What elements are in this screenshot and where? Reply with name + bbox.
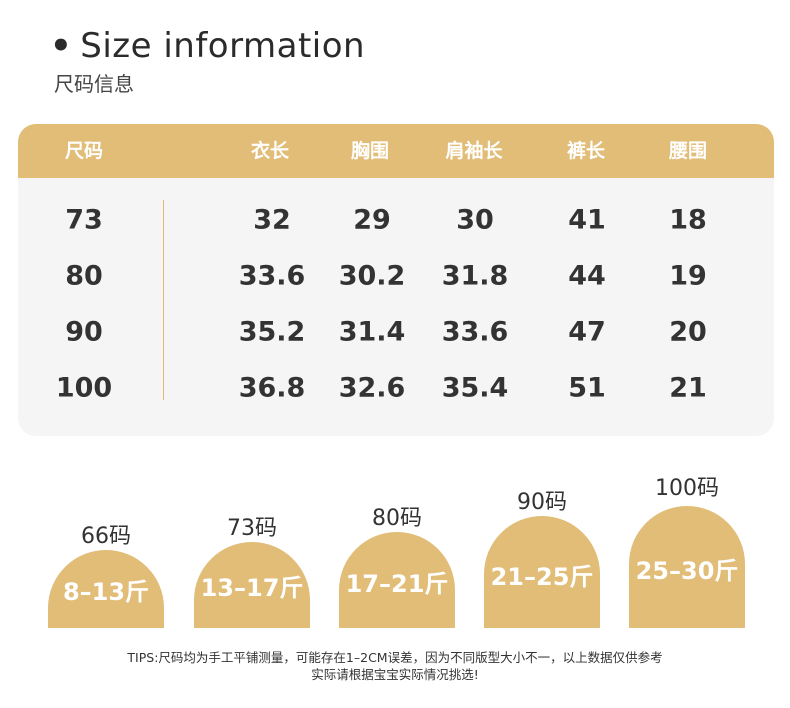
- table-cell: 33.6: [441, 316, 509, 348]
- table-header-row: 尺码 衣长 胸围 肩袖长 裤长 腰围: [18, 124, 774, 178]
- table-cell: 36.8: [238, 372, 306, 404]
- weight-item-100: 100码 25–30斤: [629, 460, 745, 628]
- tips-line-2: 实际请根据宝宝实际情况挑选!: [311, 667, 479, 682]
- tips-note: TIPS:尺码均为手工平铺测量，可能存在1–2CM误差，因为不同版型大小不一，以…: [0, 649, 790, 683]
- table-cell: 41: [568, 204, 606, 236]
- weight-badge: [484, 516, 600, 628]
- table-cell: 20: [669, 316, 707, 348]
- weight-range: 13–17斤: [200, 574, 304, 602]
- tips-line-1: TIPS:尺码均为手工平铺测量，可能存在1–2CM误差，因为不同版型大小不一，以…: [127, 650, 663, 665]
- weight-item-73: 73码 13–17斤: [194, 460, 310, 628]
- weight-range: 25–30斤: [635, 557, 739, 585]
- header-sleeve: 肩袖长: [445, 140, 503, 162]
- header-pants: 裤长: [566, 140, 606, 162]
- table-cell: 90: [65, 316, 103, 348]
- table-cell: 44: [568, 260, 606, 292]
- header-waist: 腰围: [668, 140, 708, 162]
- table-cell: 30.2: [338, 260, 406, 292]
- header-length: 衣长: [250, 140, 290, 162]
- weight-range: 21–25斤: [490, 563, 594, 591]
- weight-size-label: 90码: [517, 490, 567, 515]
- size-table: 尺码 衣长 胸围 肩袖长 裤长 腰围 73 32 29 30 41 18 80 …: [18, 124, 774, 436]
- weight-range: 17–21斤: [345, 570, 449, 598]
- table-cell: 30: [456, 204, 494, 236]
- table-cell: 33.6: [238, 260, 306, 292]
- table-cell: 29: [353, 204, 391, 236]
- weight-badge: [629, 506, 745, 628]
- weight-badge: [194, 542, 310, 628]
- weight-badge: [339, 532, 455, 628]
- table-cell: 80: [65, 260, 103, 292]
- weight-size-label: 100码: [655, 476, 719, 501]
- table-cell: 51: [568, 372, 606, 404]
- weight-guide: 66码 8–13斤 73码 13–17斤 80码 17–21斤 90码 21–2…: [0, 460, 790, 630]
- weight-size-label: 73码: [227, 516, 277, 541]
- weight-item-80: 80码 17–21斤: [339, 460, 455, 628]
- table-cell: 31.8: [441, 260, 509, 292]
- table-cell: 31.4: [338, 316, 406, 348]
- table-cell: 18: [669, 204, 707, 236]
- title-bullet: •: [50, 26, 73, 66]
- table-cell: 35.2: [238, 316, 306, 348]
- table-cell: 19: [669, 260, 707, 292]
- table-cell: 32: [253, 204, 291, 236]
- weight-item-90: 90码 21–25斤: [484, 460, 600, 628]
- header-chest: 胸围: [350, 140, 390, 162]
- page-subtitle: 尺码信息: [54, 72, 134, 96]
- table-cell: 32.6: [338, 372, 406, 404]
- header-size: 尺码: [64, 140, 104, 162]
- weight-size-label: 80码: [372, 506, 422, 531]
- column-divider: [163, 200, 164, 400]
- table-cell: 100: [55, 372, 113, 404]
- table-cell: 21: [669, 372, 707, 404]
- weight-item-66: 66码 8–13斤: [48, 460, 164, 628]
- table-cell: 73: [65, 204, 103, 236]
- weight-size-label: 66码: [81, 524, 131, 549]
- title-text: Size information: [80, 26, 366, 66]
- page-title: • Size information: [50, 26, 365, 66]
- table-cell: 47: [568, 316, 606, 348]
- table-cell: 35.4: [441, 372, 509, 404]
- weight-range: 8–13斤: [62, 578, 150, 606]
